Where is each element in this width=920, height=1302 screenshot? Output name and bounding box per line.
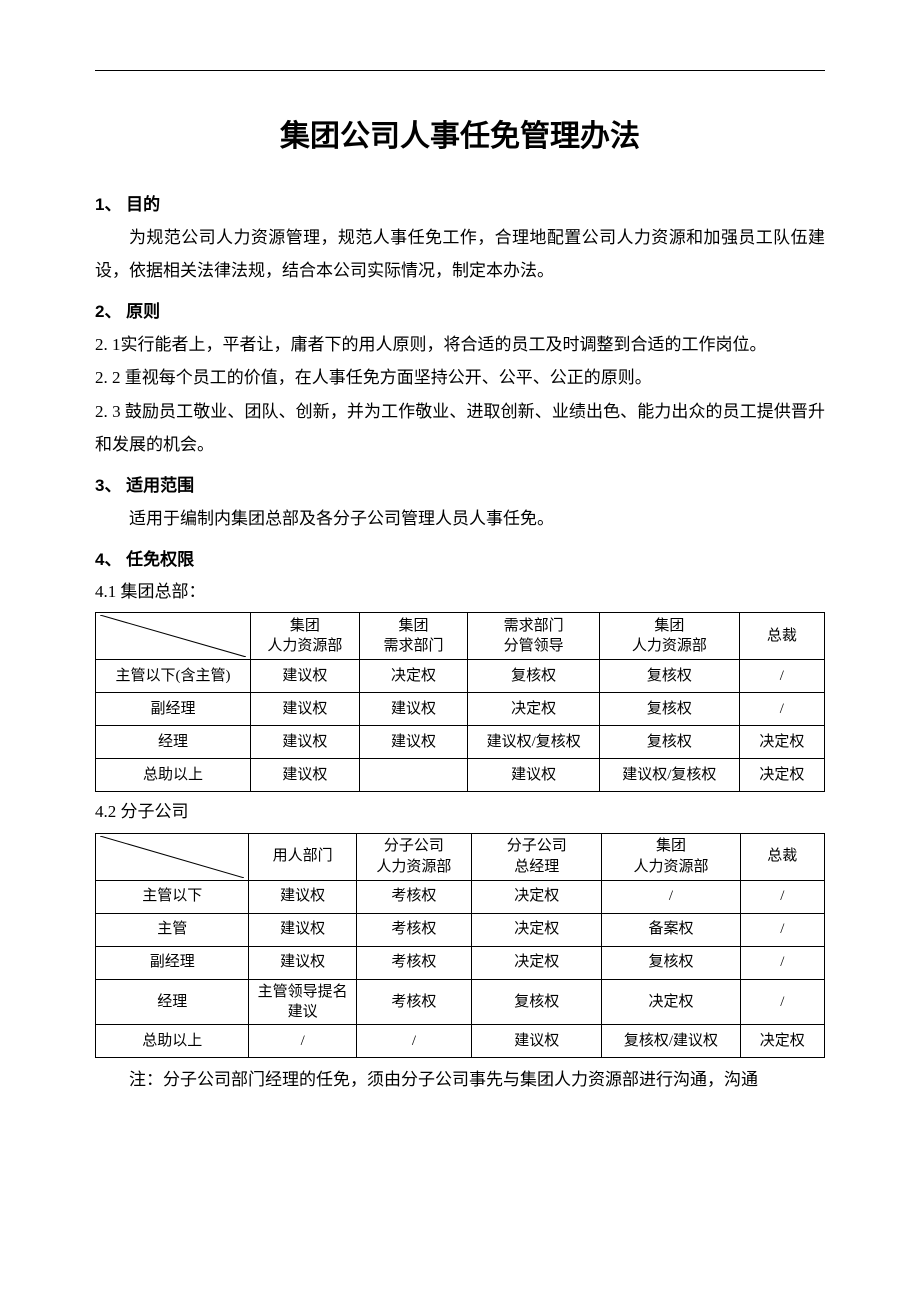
row-label: 经理 [96, 726, 251, 759]
section-2-head: 2、 原则 [95, 297, 825, 322]
table-header-row: 用人部门 分子公司人力资源部 分子公司总经理 集团人力资源部 总裁 [96, 833, 825, 880]
cell: / [356, 1025, 471, 1058]
document-page: 集团公司人事任免管理办法 1、 目的 为规范公司人力资源管理，规范人事任免工作，… [0, 0, 920, 1302]
table-row: 副经理 建议权 建议权 决定权 复核权 / [96, 693, 825, 726]
cell: 复核权 [602, 946, 740, 979]
cell: / [740, 913, 824, 946]
section-4-head: 4、 任免权限 [95, 545, 825, 570]
top-rule [95, 70, 825, 71]
cell: 决定权 [471, 946, 601, 979]
cell: 复核权 [468, 660, 600, 693]
footnote: 注：分子公司部门经理的任免，须由分子公司事先与集团人力资源部进行沟通，沟通 [95, 1064, 825, 1096]
authority-table-sub: 用人部门 分子公司人力资源部 分子公司总经理 集团人力资源部 总裁 主管以下 建… [95, 833, 825, 1059]
col-header: 分子公司人力资源部 [356, 833, 471, 880]
row-label: 主管以下(含主管) [96, 660, 251, 693]
cell: / [249, 1025, 356, 1058]
cell: 决定权 [739, 726, 824, 759]
col-header: 需求部门分管领导 [468, 613, 600, 660]
cell: 建议权 [251, 726, 360, 759]
table-row: 主管 建议权 考核权 决定权 备案权 / [96, 913, 825, 946]
row-label: 经理 [96, 979, 249, 1025]
cell: 复核权 [471, 979, 601, 1025]
col-header: 用人部门 [249, 833, 356, 880]
section-3-body: 适用于编制内集团总部及各分子公司管理人员人事任免。 [95, 502, 825, 535]
cell: 建议权 [251, 660, 360, 693]
col-header: 集团人力资源部 [602, 833, 740, 880]
col-header: 分子公司总经理 [471, 833, 601, 880]
cell: 备案权 [602, 913, 740, 946]
table-row: 经理 主管领导提名建议 考核权 复核权 决定权 / [96, 979, 825, 1025]
col-header: 集团人力资源部 [600, 613, 740, 660]
col-header: 总裁 [739, 613, 824, 660]
section-2-p1: 2. 1实行能者上，平者让，庸者下的用人原则，将合适的员工及时调整到合适的工作岗… [95, 328, 825, 361]
cell: 决定权 [740, 1025, 824, 1058]
cell: / [739, 660, 824, 693]
col-header: 总裁 [740, 833, 824, 880]
table-header-row: 集团人力资源部 集团需求部门 需求部门分管领导 集团人力资源部 总裁 [96, 613, 825, 660]
col-header: 集团需求部门 [359, 613, 468, 660]
cell: 决定权 [602, 979, 740, 1025]
row-label: 总助以上 [96, 759, 251, 792]
col-header: 集团人力资源部 [251, 613, 360, 660]
table-row: 主管以下 建议权 考核权 决定权 / / [96, 880, 825, 913]
cell: 建议权 [468, 759, 600, 792]
cell: 考核权 [356, 913, 471, 946]
cell: 决定权 [739, 759, 824, 792]
cell: 决定权 [359, 660, 468, 693]
cell: 复核权 [600, 726, 740, 759]
cell: 建议权/复核权 [468, 726, 600, 759]
row-label: 总助以上 [96, 1025, 249, 1058]
row-label: 副经理 [96, 693, 251, 726]
cell: 考核权 [356, 946, 471, 979]
page-title: 集团公司人事任免管理办法 [95, 111, 825, 155]
cell: 考核权 [356, 979, 471, 1025]
cell: / [739, 693, 824, 726]
table-row: 主管以下(含主管) 建议权 决定权 复核权 复核权 / [96, 660, 825, 693]
cell: 决定权 [471, 880, 601, 913]
cell: / [740, 979, 824, 1025]
diagonal-header [96, 613, 251, 660]
cell: 建议权 [471, 1025, 601, 1058]
cell: / [740, 880, 824, 913]
section-1-head: 1、 目的 [95, 190, 825, 215]
table-row: 总助以上 建议权 建议权 建议权/复核权 决定权 [96, 759, 825, 792]
table-row: 经理 建议权 建议权 建议权/复核权 复核权 决定权 [96, 726, 825, 759]
row-label: 主管 [96, 913, 249, 946]
cell: 建议权 [251, 693, 360, 726]
section-3-head: 3、 适用范围 [95, 471, 825, 496]
table-row: 副经理 建议权 考核权 决定权 复核权 / [96, 946, 825, 979]
cell: 建议权 [359, 726, 468, 759]
cell: / [740, 946, 824, 979]
cell: 复核权/建议权 [602, 1025, 740, 1058]
cell: 建议权 [249, 946, 356, 979]
cell: 决定权 [471, 913, 601, 946]
cell: 复核权 [600, 660, 740, 693]
table-1-label: 4.1 集团总部： [95, 576, 825, 608]
row-label: 副经理 [96, 946, 249, 979]
cell: / [602, 880, 740, 913]
cell: 建议权 [249, 880, 356, 913]
section-2-p2: 2. 2 重视每个员工的价值，在人事任免方面坚持公开、公平、公正的原则。 [95, 361, 825, 394]
diagonal-header [96, 833, 249, 880]
cell: 建议权 [251, 759, 360, 792]
cell [359, 759, 468, 792]
table-2-label: 4.2 分子公司 [95, 796, 825, 828]
cell: 决定权 [468, 693, 600, 726]
cell: 建议权/复核权 [600, 759, 740, 792]
cell: 考核权 [356, 880, 471, 913]
row-label: 主管以下 [96, 880, 249, 913]
cell: 主管领导提名建议 [249, 979, 356, 1025]
table-row: 总助以上 / / 建议权 复核权/建议权 决定权 [96, 1025, 825, 1058]
section-2-p3: 2. 3 鼓励员工敬业、团队、创新，并为工作敬业、进取创新、业绩出色、能力出众的… [95, 395, 825, 461]
section-1-body: 为规范公司人力资源管理，规范人事任免工作，合理地配置公司人力资源和加强员工队伍建… [95, 221, 825, 287]
cell: 建议权 [249, 913, 356, 946]
cell: 建议权 [359, 693, 468, 726]
cell: 复核权 [600, 693, 740, 726]
authority-table-hq: 集团人力资源部 集团需求部门 需求部门分管领导 集团人力资源部 总裁 主管以下(… [95, 612, 825, 792]
